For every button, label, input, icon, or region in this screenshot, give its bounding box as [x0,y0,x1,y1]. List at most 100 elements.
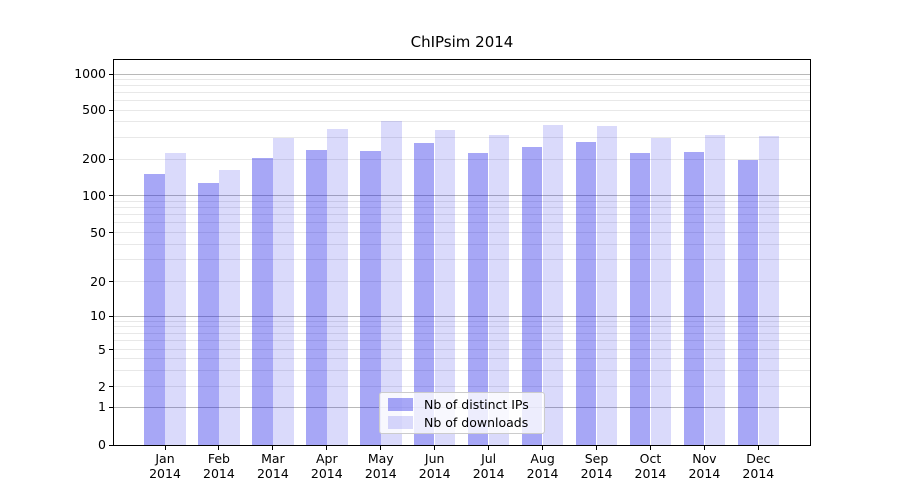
bar-nov-downloads [704,134,726,445]
chart-title: ChIPsim 2014 [410,33,514,51]
y-gridline [114,243,810,245]
y-gridline [114,158,810,160]
x-tick-mark [272,446,274,450]
x-tick-year: 2014 [526,465,559,481]
bar-jul-downloads [488,135,510,445]
bar-apr-distinct-ips [306,150,327,445]
bar-nov-distinct-ips [683,151,705,445]
y-gridline [114,259,810,261]
x-tick-month: Dec [746,451,771,466]
y-gridline [114,109,810,111]
bar-jan-distinct-ips [144,174,165,445]
x-tick-mark [164,446,166,450]
bar-jun-distinct-ips [413,142,435,445]
x-tick-label-may: May 2014 [354,451,408,481]
y-gridline [114,214,810,216]
legend: Nb of distinct IPs Nb of downloads [379,392,545,434]
bar-mar-distinct-ips [252,158,273,445]
x-tick-label-jul: Jul 2014 [462,451,516,481]
y-tick-mark [109,315,114,317]
y-tick-label: 50 [90,224,106,240]
bar-may-distinct-ips [360,151,381,445]
y-tick-label: 2 [98,378,106,394]
x-tick-month: Apr [316,451,338,466]
bar-feb-distinct-ips [198,182,219,445]
x-tick-year: 2014 [634,465,667,481]
x-tick-month: Jul [481,451,497,466]
x-tick-month: May [367,451,394,466]
x-tick-label-jun: Jun 2014 [408,451,462,481]
x-tick-label-oct: Oct 2014 [623,451,677,481]
y-gridline [114,326,810,328]
x-tick-mark [757,446,759,450]
y-gridline [114,121,810,123]
y-tick-label: 500 [82,102,106,117]
y-gridline [114,315,810,317]
bar-aug-downloads [542,125,564,445]
x-tick-label-feb: Feb 2014 [192,451,246,481]
x-tick-year: 2014 [256,465,289,481]
bar-jul-distinct-ips [467,152,489,445]
bar-jan-downloads [165,152,186,445]
x-tick-year: 2014 [364,465,397,481]
x-tick-year: 2014 [742,465,775,481]
x-tick-month: Jun [424,451,445,466]
y-gridline [114,92,810,94]
bar-jun-downloads [434,130,456,445]
y-tick-mark [109,406,114,408]
y-tick-label: 1 [98,399,106,414]
legend-item-distinct-ips: Nb of distinct IPs [388,395,536,413]
legend-swatch-distinct-ips [388,397,413,411]
y-tick-label: 100 [82,187,106,203]
x-tick-mark [326,446,328,450]
bar-mar-downloads [273,138,294,445]
y-tick-label: 1000 [74,66,106,81]
legend-label-distinct-ips: Nb of distinct IPs [424,396,529,412]
y-tick-mark [109,281,114,282]
y-tick-mark [109,444,114,446]
y-tick-label: 200 [82,151,106,166]
x-tick-mark [542,446,544,450]
y-gridline [114,358,810,359]
y-tick-label: 10 [90,308,106,323]
x-tick-label-mar: Mar 2014 [246,451,300,481]
bar-oct-downloads [650,137,672,445]
x-tick-label-sep: Sep 2014 [570,451,624,481]
y-tick-label: 5 [98,341,106,357]
y-gridline [114,136,810,138]
y-gridline [114,320,810,322]
x-tick-month: Sep [584,451,609,466]
x-tick-mark [703,446,705,450]
y-tick-mark [109,73,114,75]
y-tick-mark [109,195,114,196]
legend-item-downloads: Nb of downloads [388,413,536,431]
bar-sep-distinct-ips [575,142,597,445]
bar-oct-distinct-ips [629,153,651,445]
x-tick-label-dec: Dec 2014 [731,451,785,481]
bar-apr-downloads [327,128,348,445]
x-tick-month: Nov [692,451,717,466]
bar-dec-downloads [758,135,780,445]
x-tick-month: Feb [207,451,230,466]
y-tick-mark [109,232,114,233]
x-tick-mark [434,446,436,450]
x-tick-year: 2014 [310,465,343,481]
x-tick-year: 2014 [203,465,235,481]
y-gridline [114,340,810,342]
y-gridline [114,386,810,387]
y-gridline [114,206,810,208]
x-tick-year: 2014 [472,465,505,481]
y-gridline [114,369,810,371]
y-tick-mark [109,386,114,387]
bar-may-downloads [381,121,402,445]
bar-aug-distinct-ips [521,146,543,445]
x-tick-year: 2014 [688,465,721,481]
x-tick-label-aug: Aug 2014 [516,451,570,481]
x-tick-month: Jan [155,451,175,466]
y-tick-mark [109,158,114,160]
y-gridline [114,281,810,282]
y-gridline [114,349,810,350]
bar-sep-downloads [596,126,618,445]
bar-feb-downloads [219,170,240,445]
